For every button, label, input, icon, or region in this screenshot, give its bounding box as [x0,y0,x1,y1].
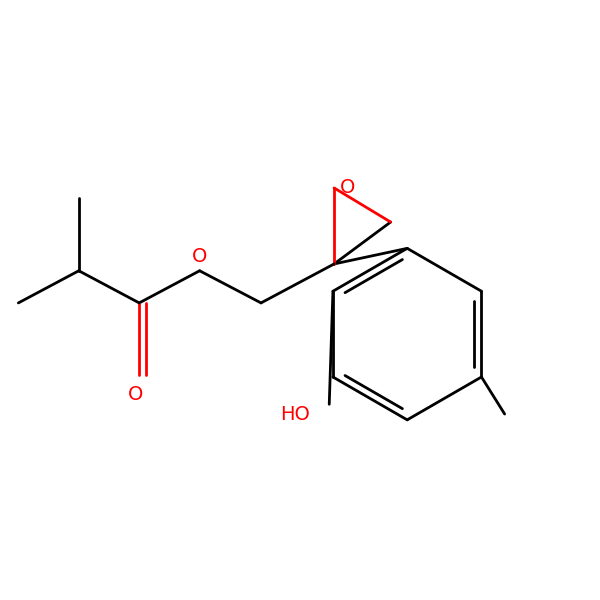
Text: O: O [340,178,355,197]
Text: HO: HO [280,404,310,424]
Text: O: O [128,385,143,404]
Text: O: O [192,247,208,266]
